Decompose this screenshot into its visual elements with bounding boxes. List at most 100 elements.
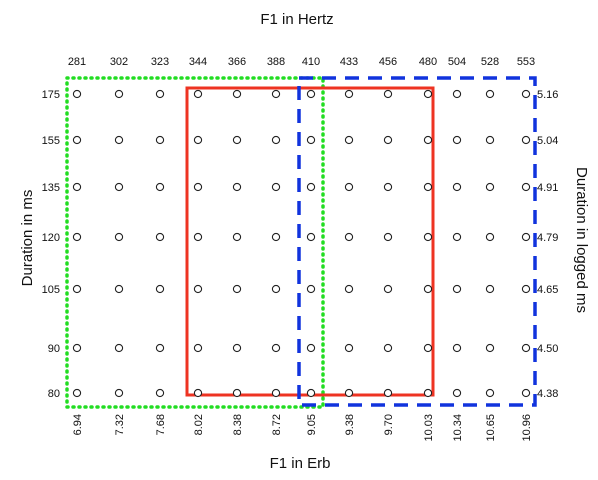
grid-point [156,90,163,97]
left-tick-label: 175 [42,89,60,101]
grid-point [233,183,240,190]
grid-point [424,233,431,240]
right-tick-label: 5.04 [537,135,558,147]
grid-point [424,389,431,396]
grid-point [156,389,163,396]
grid-point [424,90,431,97]
grid-point [522,389,529,396]
grid-point [233,344,240,351]
bottom-tick-labels: 6.94 7.32 7.68 8.02 8.38 8.72 9.05 9.38 9.70 10.0… [72,414,533,442]
grid-point [384,344,391,351]
bottom-tick-label: 10.96 [521,414,533,442]
grid-point [522,344,529,351]
grid-point [345,389,352,396]
grid-point [522,183,529,190]
grid-point [486,183,493,190]
bottom-tick-label: 9.05 [306,414,318,435]
grid-point [115,389,122,396]
top-tick-label: 366 [228,56,246,68]
grid-point [453,285,460,292]
grid-point [194,344,201,351]
grid-point [272,136,279,143]
grid-point [272,285,279,292]
grid-point [233,233,240,240]
bottom-tick-label: 8.38 [232,414,244,435]
grid-point [73,183,80,190]
grid-point [156,183,163,190]
grid-point [453,389,460,396]
left-tick-labels: 175 155 135 120 105 90 80 [42,89,60,400]
grid-point [272,90,279,97]
grid-point [115,136,122,143]
grid-point [453,344,460,351]
region-boxes [67,78,535,407]
bottom-tick-label: 7.68 [155,414,167,435]
bottom-tick-label: 10.34 [452,414,464,442]
grid-point [384,90,391,97]
grid-point [522,90,529,97]
grid-point [233,90,240,97]
grid-point [73,136,80,143]
grid-point [424,344,431,351]
bottom-tick-label: 6.94 [72,414,84,435]
grid-point [486,285,493,292]
grid-points [73,90,529,396]
grid-point [345,90,352,97]
right-tick-label: 5.16 [537,89,558,101]
region-dashed-box [299,78,535,405]
grid-point [424,136,431,143]
grid-point [233,389,240,396]
right-axis-title: Duration in logged ms [573,167,590,313]
grid-point [73,233,80,240]
grid-point [453,90,460,97]
bottom-tick-label: 8.02 [193,414,205,435]
grid-point [345,344,352,351]
grid-point [272,389,279,396]
top-tick-label: 504 [448,56,466,68]
top-tick-labels: 281 302 323 344 366 388 410 433 456 480 504 528 553 [68,56,535,68]
grid-point [522,285,529,292]
grid-point [115,344,122,351]
bottom-tick-label: 10.65 [485,414,497,442]
top-tick-label: 456 [379,56,397,68]
grid-point [307,233,314,240]
grid-point [156,344,163,351]
grid-point [486,344,493,351]
grid-point [384,233,391,240]
grid-point [307,285,314,292]
grid-point [194,285,201,292]
grid-point [345,136,352,143]
grid-point [307,183,314,190]
grid-point [424,183,431,190]
grid-point [345,233,352,240]
grid-point [307,389,314,396]
bottom-tick-label: 10.03 [423,414,435,442]
top-tick-label: 323 [151,56,169,68]
grid-point [115,90,122,97]
grid-point [194,90,201,97]
bottom-tick-label: 7.32 [114,414,126,435]
grid-point [486,90,493,97]
top-tick-label: 528 [481,56,499,68]
grid-point [384,389,391,396]
grid-point [486,233,493,240]
grid-point [345,183,352,190]
top-tick-label: 302 [110,56,128,68]
right-tick-label: 4.65 [537,284,558,296]
grid-point [424,285,431,292]
grid-point [384,183,391,190]
right-tick-label: 4.79 [537,232,558,244]
left-tick-label: 120 [42,232,60,244]
top-tick-label: 388 [267,56,285,68]
grid-point [73,344,80,351]
grid-point [345,285,352,292]
grid-point [453,233,460,240]
grid-point [384,285,391,292]
grid-point [384,136,391,143]
grid-point [194,233,201,240]
grid-point [307,90,314,97]
left-axis-title: Duration in ms [19,190,36,287]
grid-point [156,136,163,143]
right-tick-label: 4.91 [537,182,558,194]
